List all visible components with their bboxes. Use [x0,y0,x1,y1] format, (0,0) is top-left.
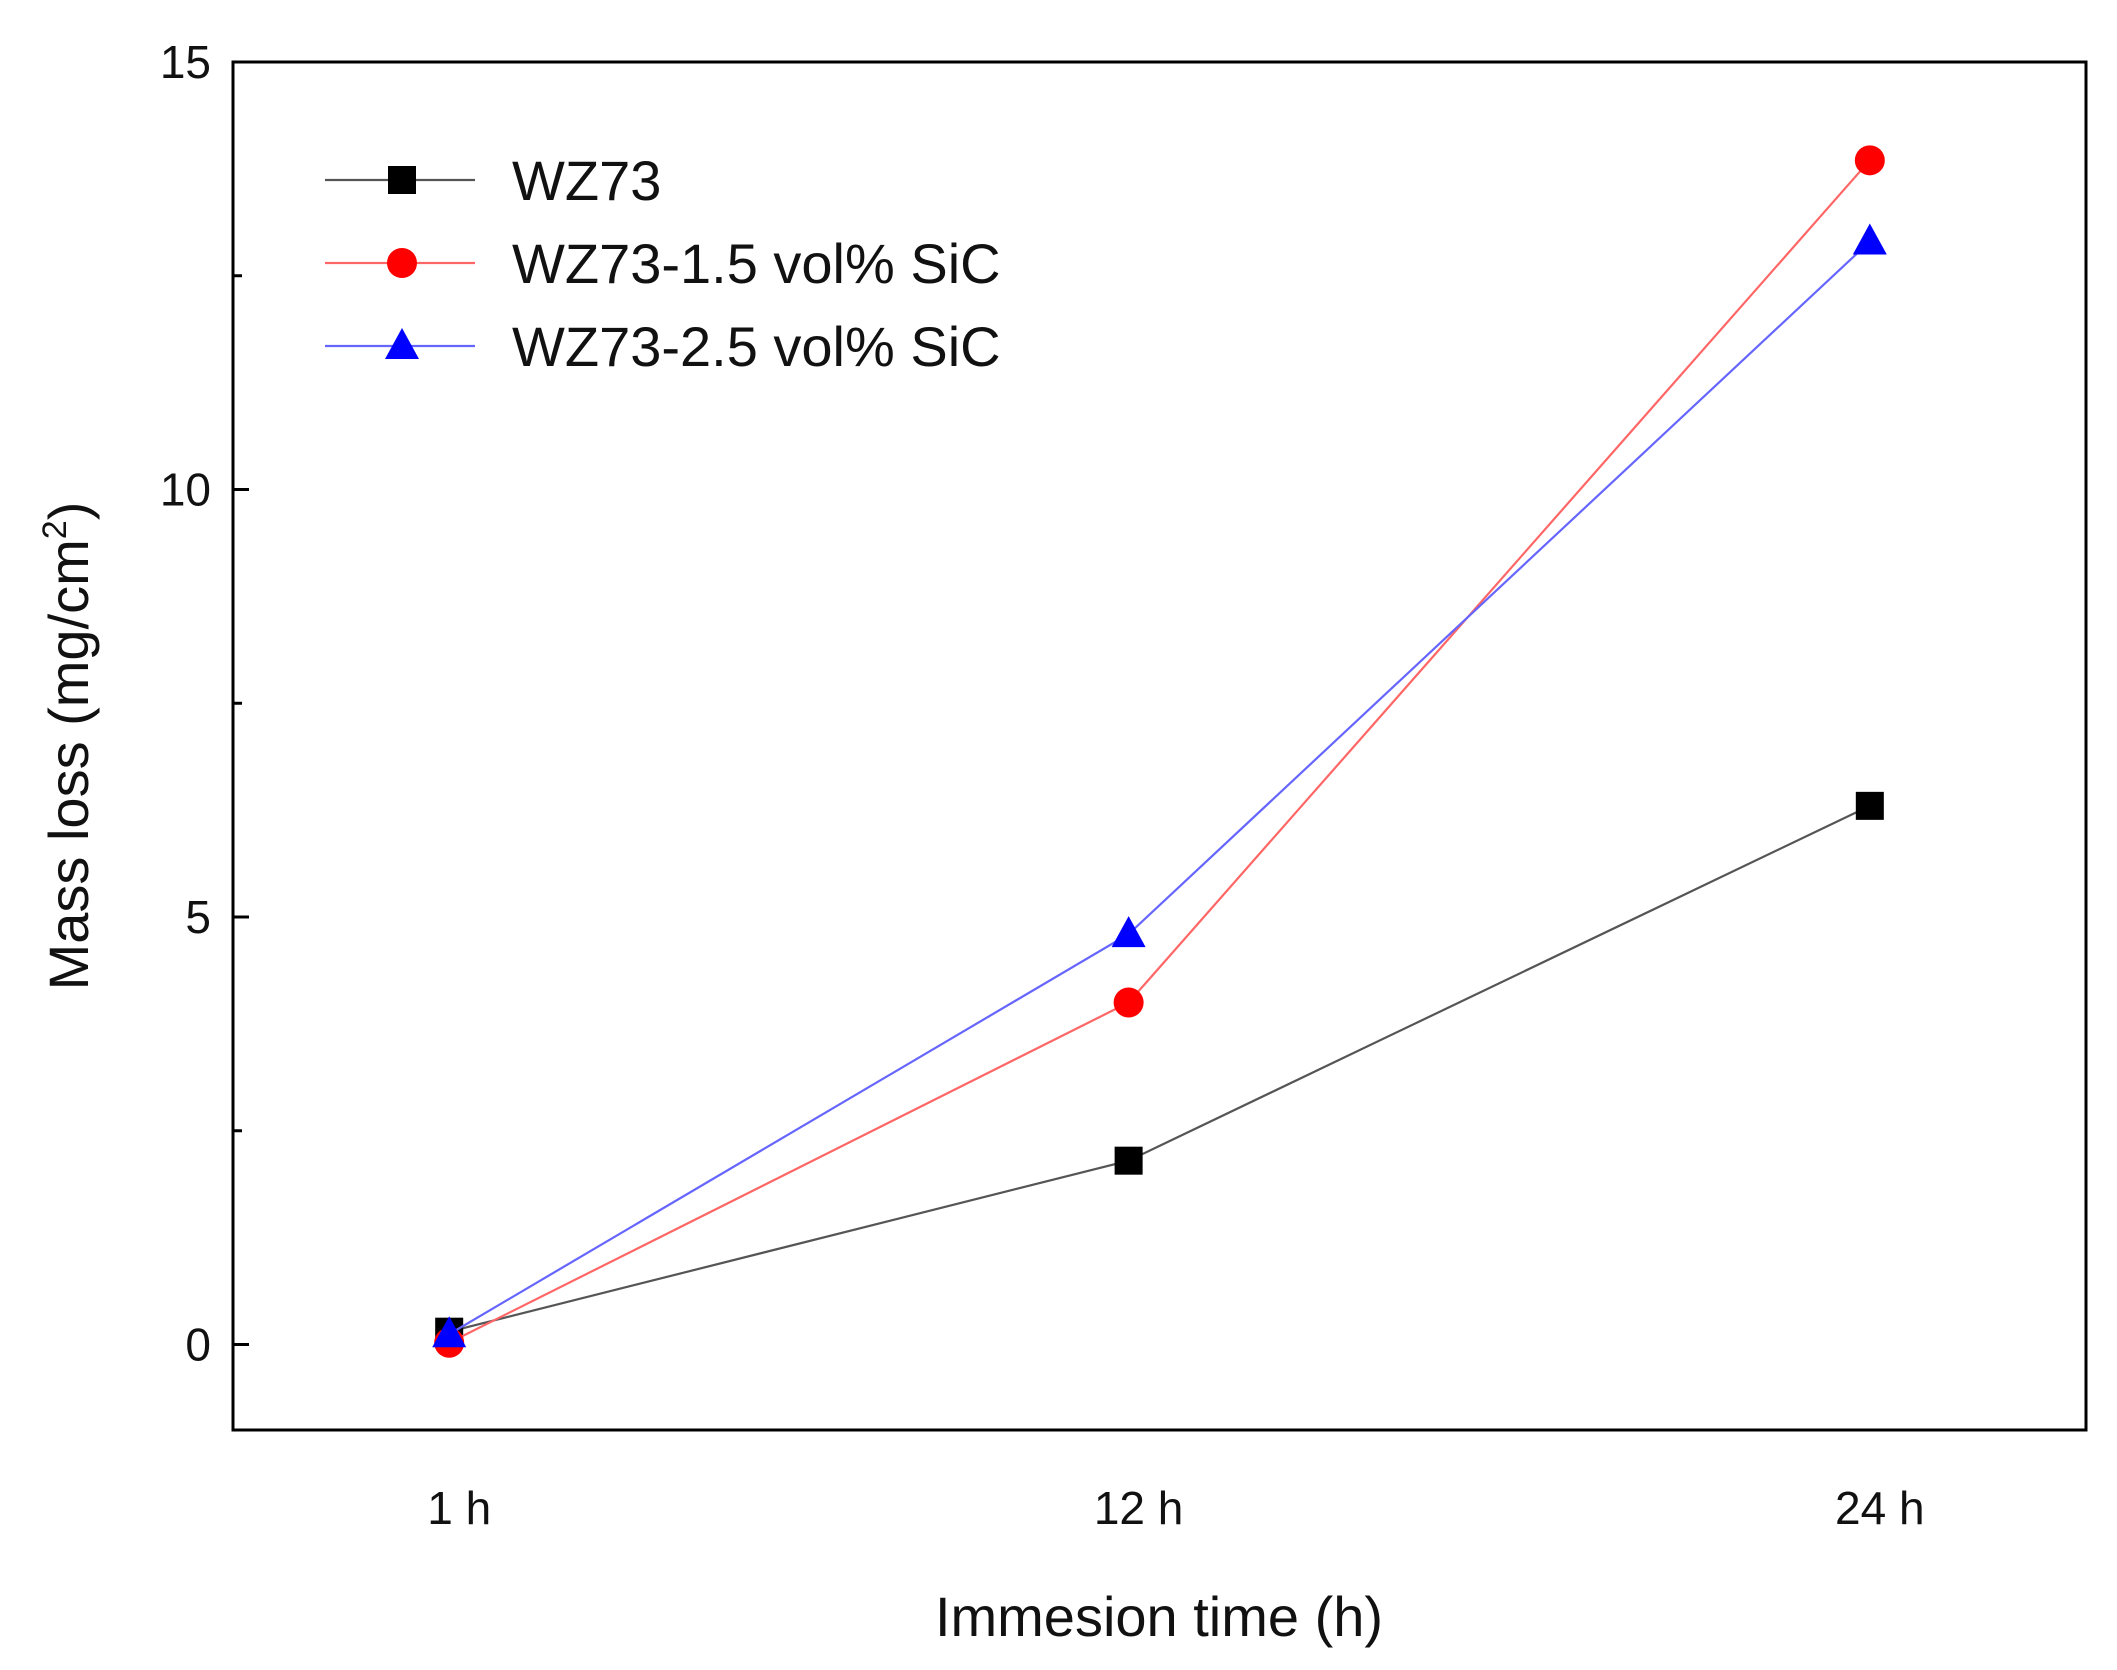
legend-entry: WZ73-2.5 vol% SiC [325,315,1001,378]
x-axis-ticks: 1 h 12 h 24 h [427,1482,1924,1534]
legend-label: WZ73-1.5 vol% SiC [512,232,1001,295]
y-tick-label: 10 [160,464,211,516]
legend-entry: WZ73-1.5 vol% SiC [325,232,1001,295]
y-axis-title: Mass loss (mg/cm2) [36,502,100,991]
data-point-triangle [1852,223,1887,255]
data-point-square [1114,1146,1143,1175]
data-point-triangle [432,1316,467,1348]
data-point-square [1855,791,1884,820]
series-line [448,240,1871,1336]
plot-frame [231,60,2088,1432]
x-tick-label: 1 h [427,1482,491,1534]
legend-entry: WZ73 [325,149,661,212]
y-tick-label: 0 [185,1319,211,1371]
y-axis-title-main: Mass loss (mg/cm [37,539,100,990]
y-axis-ticks: 0 5 10 15 [160,36,249,1371]
x-tick-label: 12 h [1094,1482,1184,1534]
x-axis-title: Immesion time (h) [935,1585,1383,1648]
data-point-circle [387,248,417,278]
y-axis-title-close: ) [37,502,100,521]
data-point-circle [1113,987,1144,1018]
x-tick-label: 24 h [1835,1482,1925,1534]
data-point-circle [1854,145,1885,176]
series-layer [432,145,1887,1358]
series-wz73 [435,791,1884,1346]
legend: WZ73 WZ73-1.5 vol% SiC WZ73-2.5 vol% SiC [325,149,1001,378]
y-tick-label: 15 [160,36,211,88]
data-point-triangle [1111,916,1146,948]
y-axis-title-superscript: 2 [36,520,74,539]
data-point-triangle [385,328,419,359]
series-wz73-2-5-vol-sic [432,223,1887,1348]
series-line [448,804,1871,1333]
y-tick-label: 5 [185,891,211,943]
legend-label: WZ73 [512,149,661,212]
data-point-square [388,166,416,194]
legend-label: WZ73-2.5 vol% SiC [512,315,1001,378]
